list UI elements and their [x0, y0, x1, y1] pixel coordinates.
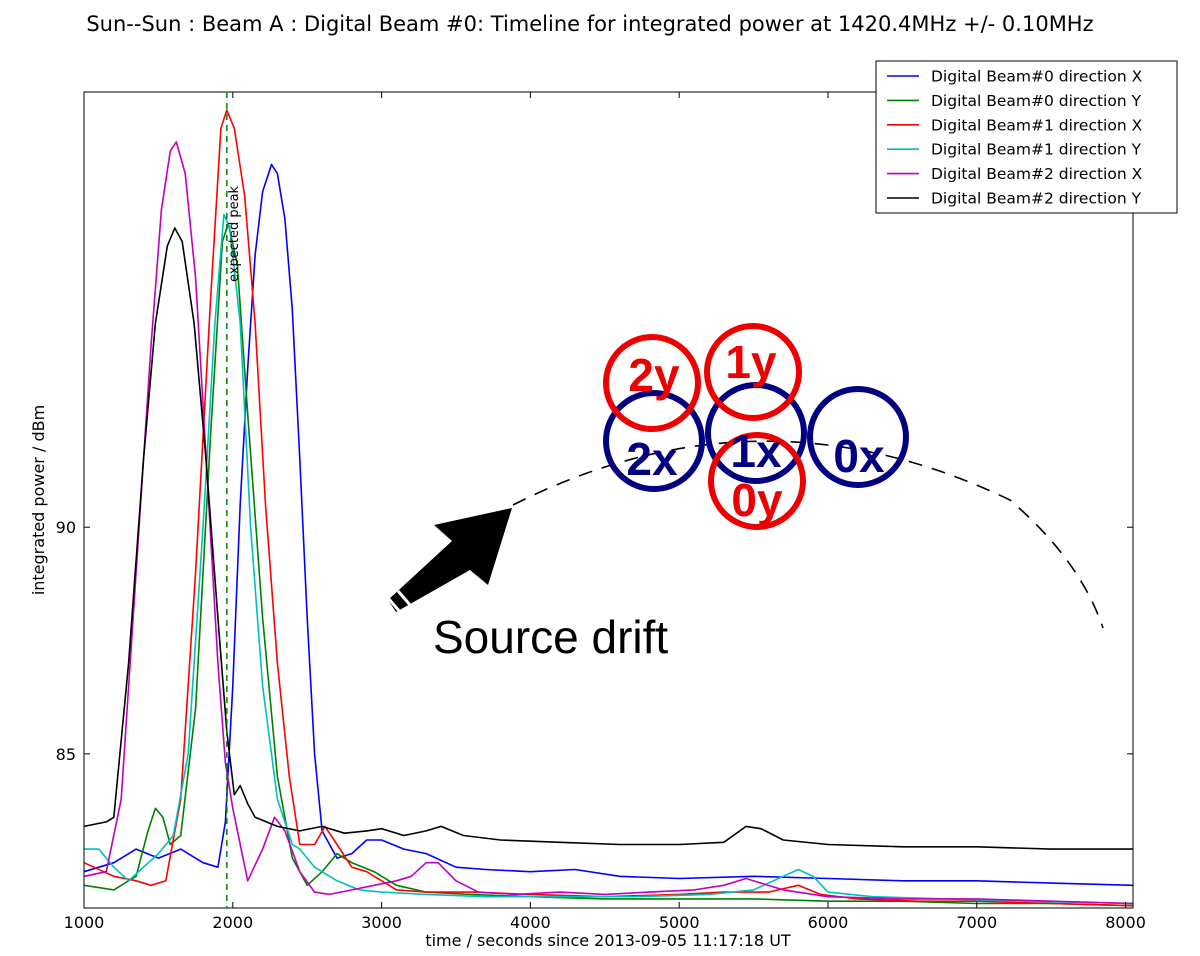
x-tick-label-2: 3000	[361, 913, 402, 932]
beam-0y-circle	[708, 432, 806, 530]
x-tick-label-4: 5000	[659, 913, 700, 932]
drift-arrow-shape	[388, 508, 512, 612]
legend-label-2: Digital Beam#1 direction X	[931, 116, 1143, 134]
beam-footprint-diagram: 2y 1y 2x 1x 0x 0y	[512, 323, 1104, 629]
source-drift-label: Source drift	[433, 611, 668, 663]
x-tick-label-3: 4000	[510, 913, 551, 932]
legend-label-4: Digital Beam#2 direction X	[931, 165, 1143, 183]
series-line-4	[83, 141, 1134, 905]
legend-items: Digital Beam#0 direction X Digital Beam#0…	[887, 68, 1143, 208]
drift-path	[512, 440, 1104, 629]
legend: Digital Beam#0 direction X Digital Beam#0…	[875, 60, 1178, 214]
axis-ticks: 1000 2000 3000 4000 5000 6000 7000 8000 85 90	[56, 92, 1146, 932]
x-tick-label-0: 1000	[64, 913, 105, 932]
x-tick-label-5: 6000	[808, 913, 849, 932]
beam-label-2y: 2y	[628, 349, 680, 401]
series-line-0	[83, 163, 1134, 887]
legend-box	[875, 60, 1178, 214]
beam-label-2x: 2x	[626, 433, 678, 485]
beam-0x-circle	[807, 386, 909, 488]
legend-label-0: Digital Beam#0 direction X	[931, 68, 1143, 86]
series-line-1	[83, 222, 1134, 907]
expected-peak-label: expected peak	[227, 185, 242, 282]
source-drift-arrow	[386, 508, 512, 621]
x-axis-label: time / seconds since 2013-09-05 11:17:18…	[425, 931, 791, 950]
legend-label-3: Digital Beam#1 direction Y	[931, 141, 1142, 159]
x-tick-label-1: 2000	[212, 913, 253, 932]
legend-label-5: Digital Beam#2 direction Y	[931, 190, 1142, 208]
drift-arrow-stripe-2	[396, 590, 419, 614]
beam-label-0y: 0y	[731, 474, 783, 526]
x-tick-label-7: 8000	[1105, 913, 1146, 932]
beam-2x-circle	[603, 390, 705, 492]
y-tick-label-1: 90	[56, 518, 76, 537]
beam-1x-circle	[705, 382, 807, 484]
beam-label-1y: 1y	[725, 336, 777, 388]
legend-label-1: Digital Beam#0 direction Y	[931, 92, 1142, 110]
y-tick-label-0: 85	[56, 745, 76, 764]
drift-arrow-stripe-1	[386, 597, 409, 621]
chart-title: Sun--Sun : Beam A : Digital Beam #0: Tim…	[86, 12, 1093, 36]
series-line-5	[83, 227, 1133, 850]
beam-2y-circle	[603, 334, 701, 432]
axes-frame	[83, 91, 1134, 909]
beam-1y-circle	[704, 323, 802, 421]
series-line-2	[83, 109, 1134, 907]
plot-area	[83, 109, 1134, 907]
beam-label-1x: 1x	[730, 425, 782, 477]
series-line-3	[84, 213, 1134, 905]
x-tick-label-6: 7000	[956, 913, 997, 932]
beam-label-0x: 0x	[833, 430, 885, 482]
y-axis-label: integrated power / dBm	[29, 405, 48, 595]
